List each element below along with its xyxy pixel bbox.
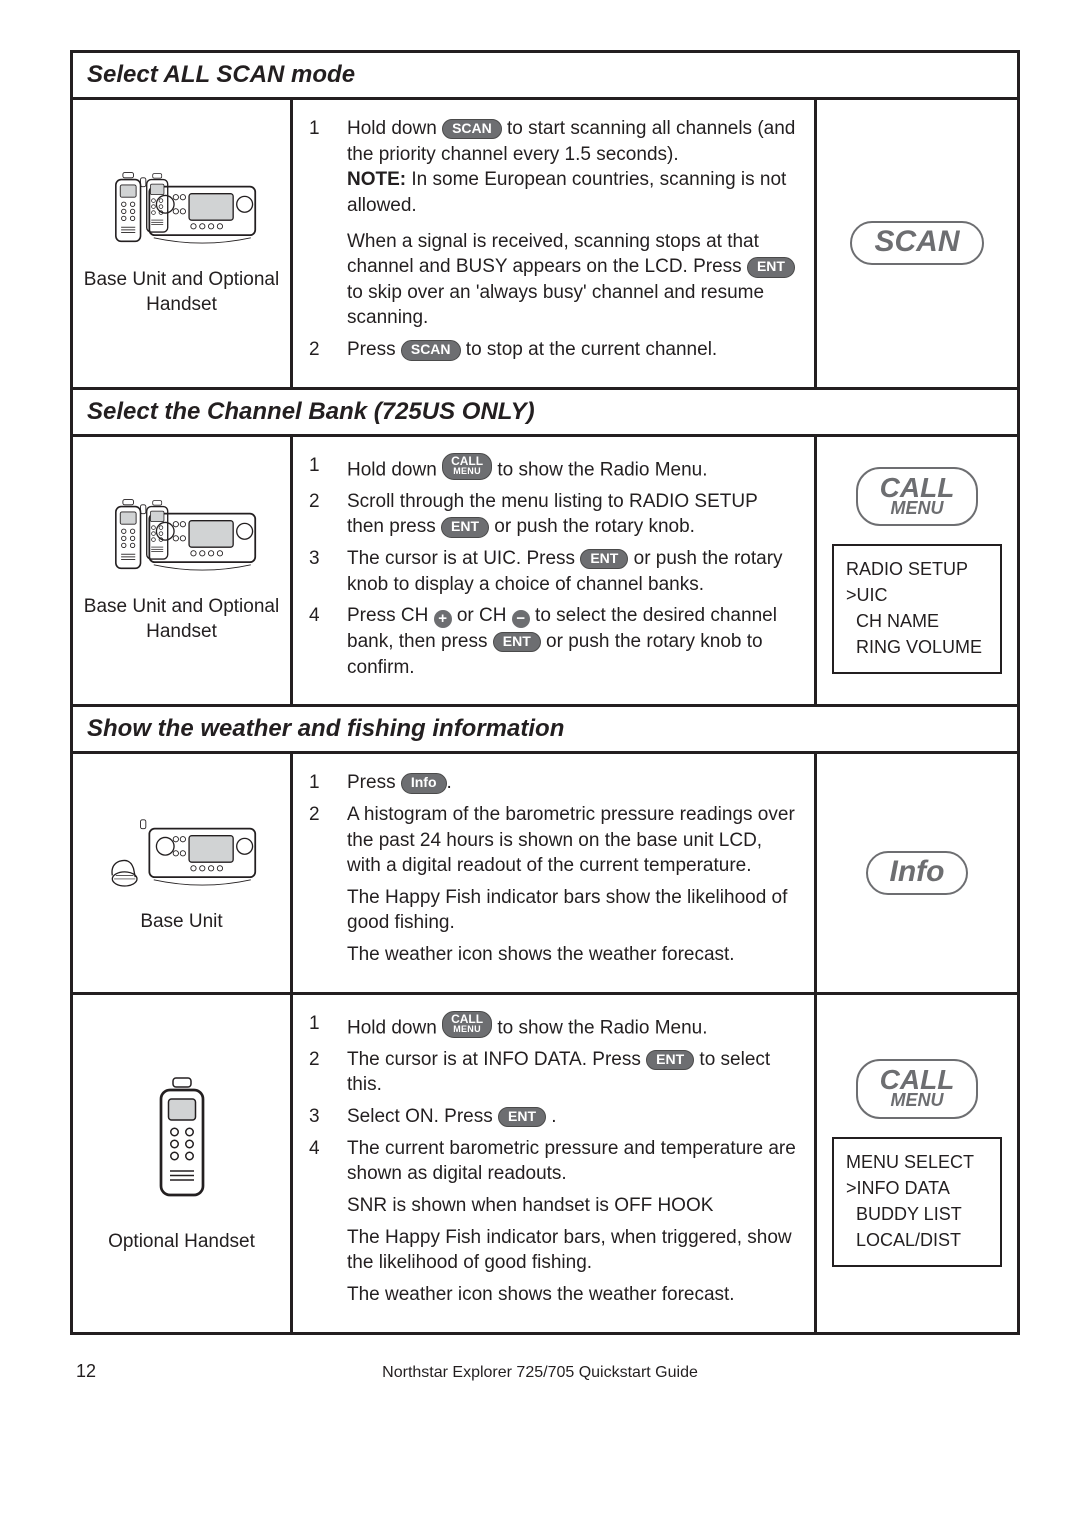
scan-big-button-icon: SCAN [850, 221, 983, 265]
s1-step-2: Press SCAN to stop at the current channe… [309, 337, 796, 363]
info-big-button-icon: Info [866, 851, 969, 895]
section-2-right: CALL MENU RADIO SETUP >UIC CH NAME RING … [817, 437, 1017, 705]
manual-page: Select ALL SCAN mode Base Unit and Optio… [70, 50, 1020, 1335]
section-3-title: Show the weather and fishing information [73, 704, 1017, 754]
call-menu-pill-icon: CALLMENU [442, 1011, 492, 1038]
info-pill-icon: Info [401, 773, 447, 793]
s3b-step-2: The cursor is at INFO DATA. Press ENT to… [309, 1047, 796, 1098]
section-1-caption: Base Unit and Optional Handset [83, 267, 280, 318]
page-footer: 12 Northstar Explorer 725/705 Quickstart… [70, 1335, 1020, 1382]
scan-pill-icon: SCAN [401, 340, 461, 360]
ent-pill-icon: ENT [498, 1107, 546, 1127]
section-1-row: Base Unit and Optional Handset Hold down… [73, 100, 1017, 387]
section-1-left: Base Unit and Optional Handset [73, 100, 293, 387]
section-3-row-2: Optional Handset Hold down CALLMENU to s… [73, 992, 1017, 1332]
base-unit-handset-icon [107, 496, 257, 580]
section-1-right: SCAN [817, 100, 1017, 387]
s3b-step-3: Select ON. Press ENT . [309, 1104, 796, 1130]
s2-step-1: Hold down CALLMENU to show the Radio Men… [309, 453, 796, 483]
s1-step-1: Hold down SCAN to start scanning all cha… [309, 116, 796, 331]
base-unit-handset-icon [107, 169, 257, 253]
handset-icon [152, 1072, 212, 1215]
s3b-p2: The Happy Fish indicator bars, when trig… [309, 1225, 796, 1276]
base-unit-mic-icon [107, 811, 257, 895]
s2-step-3: The cursor is at UIC. Press ENT or push … [309, 546, 796, 597]
section-3b-caption: Optional Handset [108, 1229, 255, 1255]
call-menu-big-button-icon: CALL MENU [856, 467, 979, 526]
section-3b-right: CALL MENU MENU SELECT >INFO DATA BUDDY L… [817, 995, 1017, 1332]
s3b-step-4: The current barometric pressure and temp… [309, 1136, 796, 1187]
section-3a-caption: Base Unit [140, 909, 222, 935]
section-3b-left: Optional Handset [73, 995, 293, 1332]
plus-icon: + [434, 610, 452, 628]
section-3a-left: Base Unit [73, 754, 293, 991]
lcd-radio-setup: RADIO SETUP >UIC CH NAME RING VOLUME [832, 544, 1002, 674]
s2-step-2: Scroll through the menu listing to RADIO… [309, 489, 796, 540]
ent-pill-icon: ENT [646, 1050, 694, 1070]
minus-icon: − [512, 610, 530, 628]
section-2-row: Base Unit and Optional Handset Hold down… [73, 437, 1017, 705]
scan-pill-icon: SCAN [442, 119, 502, 139]
section-2-left: Base Unit and Optional Handset [73, 437, 293, 705]
s2-step-4: Press CH + or CH − to select the desired… [309, 603, 796, 680]
s3a-step-2: A histogram of the barometric pressure r… [309, 802, 796, 879]
s3b-p1: SNR is shown when handset is OFF HOOK [309, 1193, 796, 1219]
ent-pill-icon: ENT [580, 549, 628, 569]
section-2-steps: Hold down CALLMENU to show the Radio Men… [293, 437, 817, 705]
page-number: 12 [76, 1361, 96, 1382]
s3a-step-1: Press Info. [309, 770, 796, 796]
section-2-caption: Base Unit and Optional Handset [83, 594, 280, 645]
section-3b-steps: Hold down CALLMENU to show the Radio Men… [293, 995, 817, 1332]
call-menu-pill-icon: CALLMENU [442, 453, 492, 480]
lcd-menu-select: MENU SELECT >INFO DATA BUDDY LIST LOCAL/… [832, 1137, 1002, 1267]
section-1-steps: Hold down SCAN to start scanning all cha… [293, 100, 817, 387]
footer-title: Northstar Explorer 725/705 Quickstart Gu… [96, 1364, 984, 1382]
section-3a-steps: Press Info. A histogram of the barometri… [293, 754, 817, 991]
ent-pill-icon: ENT [493, 632, 541, 652]
ent-pill-icon: ENT [747, 257, 795, 277]
ent-pill-icon: ENT [441, 517, 489, 537]
section-1-title: Select ALL SCAN mode [73, 53, 1017, 100]
section-3a-right: Info [817, 754, 1017, 991]
s3b-p3: The weather icon shows the weather forec… [309, 1282, 796, 1308]
s3b-step-1: Hold down CALLMENU to show the Radio Men… [309, 1011, 796, 1041]
s3a-p1: The Happy Fish indicator bars show the l… [309, 885, 796, 936]
section-2-title: Select the Channel Bank (725US ONLY) [73, 387, 1017, 437]
call-menu-big-button-icon: CALL MENU [856, 1059, 979, 1118]
section-3-row-1: Base Unit Press Info. A histogram of the… [73, 754, 1017, 991]
s3a-p2: The weather icon shows the weather forec… [309, 942, 796, 968]
